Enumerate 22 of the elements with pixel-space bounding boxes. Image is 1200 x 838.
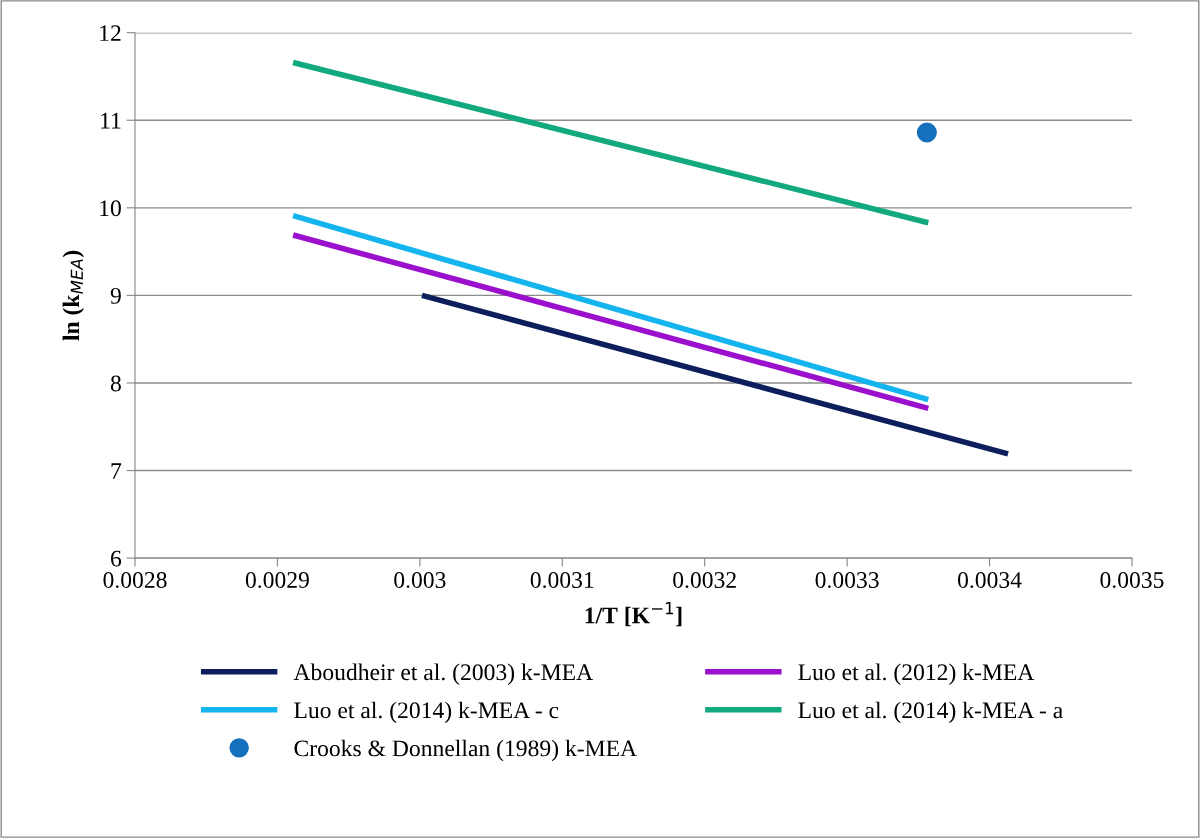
y-tick-label: 9 bbox=[110, 287, 121, 304]
legend-label: Luo et al. (2014) k-MEA - a bbox=[798, 701, 1063, 724]
y-tick-label: 11 bbox=[101, 112, 121, 129]
x-axis-title: 1/T [K$^{−1}$] bbox=[585, 602, 682, 627]
y-tick-label: 7 bbox=[111, 463, 122, 479]
legend-label: Luo et al. (2012) k-MEA bbox=[798, 663, 1035, 685]
x-tick-label: 0.0028 bbox=[103, 571, 167, 589]
x-tick-label: 0.0033 bbox=[815, 571, 879, 589]
x-tick-label: 0.003 bbox=[394, 571, 446, 589]
y-tick-label: 6 bbox=[111, 550, 122, 567]
x-tick-label: 0.0035 bbox=[1100, 571, 1164, 589]
legend-label: Crooks & Donnellan (1989) k-MEA bbox=[294, 739, 637, 762]
y-axis-title: ln (k$_{MEA}$) bbox=[62, 250, 84, 341]
legend-label: Luo et al. (2014) k-MEA - c bbox=[294, 701, 559, 724]
y-tick-label: 10 bbox=[100, 200, 121, 217]
y-tick-label: 12 bbox=[100, 25, 121, 41]
x-tick-label: 0.0029 bbox=[245, 571, 309, 589]
x-tick-label: 0.0031 bbox=[530, 571, 594, 589]
legend-label: Aboudheir et al. (2003) k-MEA bbox=[293, 663, 593, 685]
x-tick-label: 0.0034 bbox=[957, 571, 1022, 589]
x-tick-label: 0.0032 bbox=[673, 571, 736, 589]
y-tick-label: 8 bbox=[110, 375, 121, 392]
